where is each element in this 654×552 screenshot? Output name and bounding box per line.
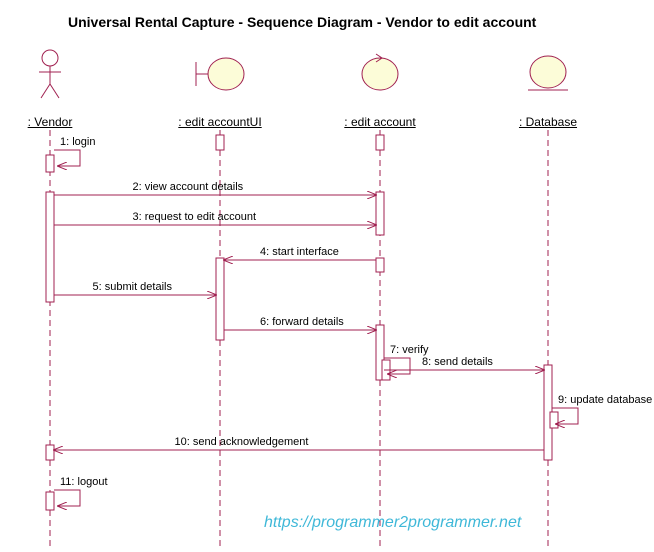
message-label: 5: submit details	[93, 281, 172, 293]
participant-label: : Database	[498, 115, 598, 129]
message-label: 9: update database	[558, 394, 652, 406]
message-label: 2: view account details	[133, 181, 244, 193]
diagram-title: Universal Rental Capture - Sequence Diag…	[68, 14, 536, 30]
message-label: 7: verify	[390, 344, 429, 356]
message-label: 3: request to edit account	[133, 211, 257, 223]
watermark-text: https://programmer2programmer.net	[264, 514, 521, 532]
message-label: 8: send details	[422, 356, 493, 368]
message-label: 6: forward details	[260, 316, 344, 328]
message-label: 11: logout	[60, 476, 108, 488]
participant-label: : Vendor	[0, 115, 100, 129]
participant-label: : edit account	[330, 115, 430, 129]
message-label: 1: login	[60, 136, 95, 148]
message-label: 4: start interface	[260, 246, 339, 258]
participant-label: : edit accountUI	[170, 115, 270, 129]
sequence-diagram-canvas	[0, 0, 654, 552]
message-label: 10: send acknowledgement	[175, 436, 309, 448]
